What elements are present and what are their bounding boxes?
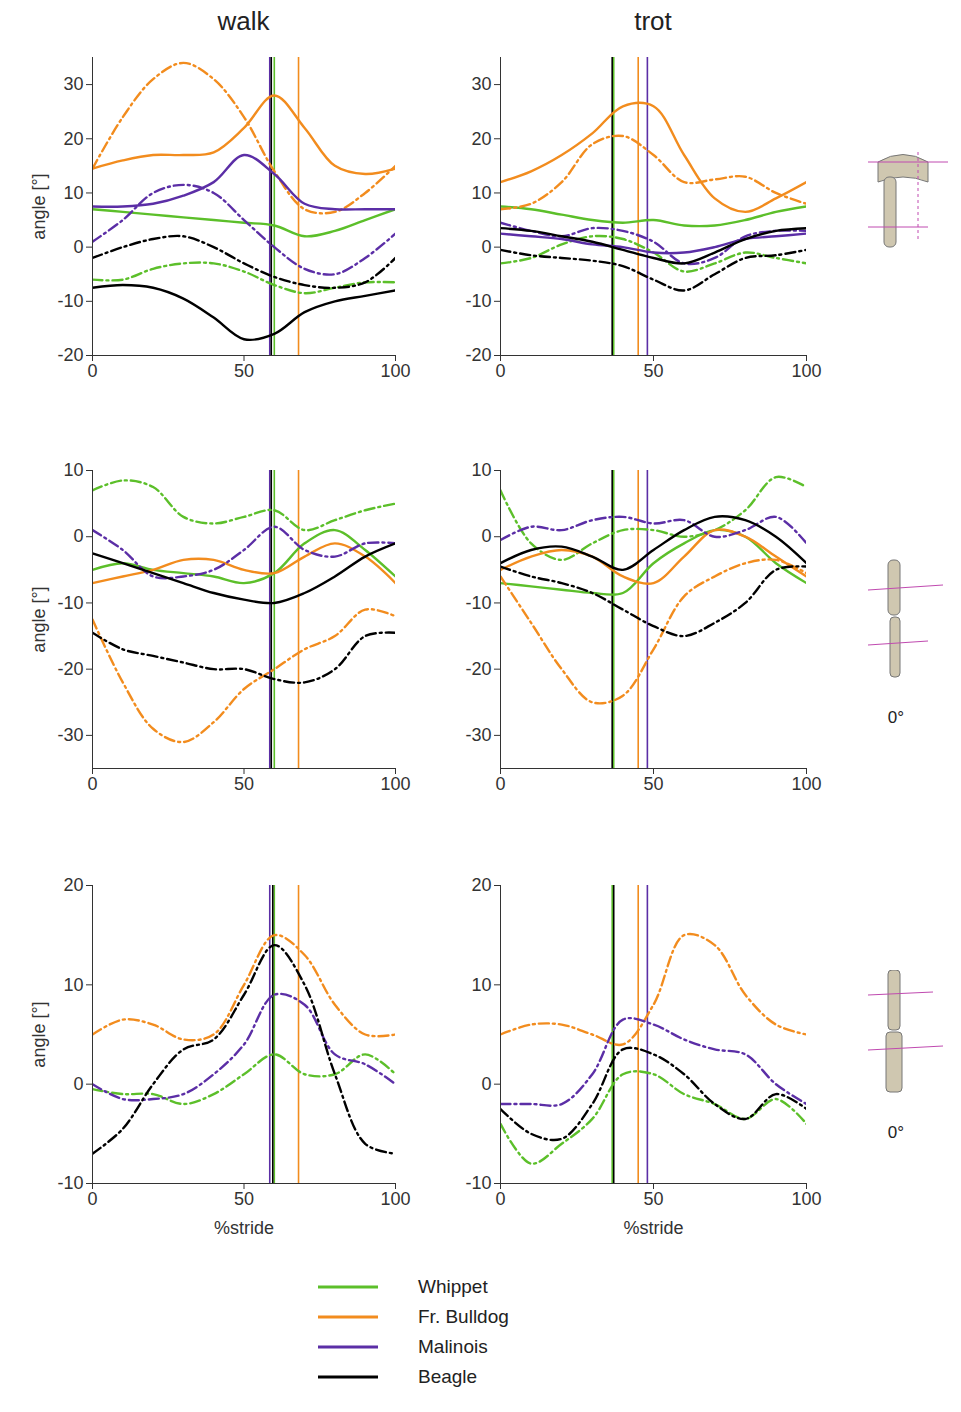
html-text:Fr. Bulldog: Fr. Bulldog	[418, 1306, 509, 1327]
svg-text:-10: -10	[57, 291, 83, 311]
svg-text:100: 100	[791, 774, 821, 794]
svg-text:-10: -10	[465, 291, 491, 311]
svg-text:0: 0	[73, 237, 83, 257]
svg-text:%stride: %stride	[214, 1218, 274, 1238]
svg-text:10: 10	[471, 183, 491, 203]
svg-text:-30: -30	[465, 725, 491, 745]
svg-text:100: 100	[791, 361, 821, 381]
svg-text:20: 20	[63, 875, 83, 895]
svg-text:-20: -20	[57, 659, 83, 679]
svg-text:100: 100	[380, 1189, 410, 1209]
html-text:trot: trot	[634, 6, 672, 36]
svg-text:-10: -10	[57, 593, 83, 613]
svg-text:angle [°]: angle [°]	[29, 1001, 49, 1067]
svg-text:-20: -20	[465, 345, 491, 365]
svg-text:100: 100	[380, 361, 410, 381]
svg-text:0: 0	[87, 774, 97, 794]
html-text:0°: 0°	[887, 1123, 905, 1142]
svg-text:20: 20	[471, 875, 491, 895]
svg-text:0: 0	[481, 237, 491, 257]
svg-text:0: 0	[495, 1189, 505, 1209]
svg-text:50: 50	[643, 1189, 663, 1209]
svg-text:20: 20	[471, 129, 491, 149]
svg-text:-30: -30	[57, 725, 83, 745]
svg-text:%stride: %stride	[623, 1218, 683, 1238]
svg-text:10: 10	[63, 460, 83, 480]
svg-text:30: 30	[63, 74, 83, 94]
svg-text:10: 10	[63, 183, 83, 203]
svg-text:angle [°]: angle [°]	[29, 173, 49, 239]
svg-text:0: 0	[87, 1189, 97, 1209]
svg-text:50: 50	[234, 774, 254, 794]
svg-text:0: 0	[481, 1074, 491, 1094]
html-text:walk: walk	[217, 6, 270, 36]
svg-text:10: 10	[471, 460, 491, 480]
html-text:0°: 0°	[887, 708, 905, 727]
svg-text:0: 0	[87, 361, 97, 381]
svg-text:0: 0	[495, 361, 505, 381]
svg-text:0: 0	[495, 774, 505, 794]
svg-text:50: 50	[643, 361, 663, 381]
svg-text:angle [°]: angle [°]	[29, 586, 49, 652]
svg-text:-10: -10	[57, 1173, 83, 1193]
svg-text:50: 50	[234, 1189, 254, 1209]
svg-text:30: 30	[471, 74, 491, 94]
svg-text:-10: -10	[465, 1173, 491, 1193]
html-text:Whippet: Whippet	[418, 1276, 488, 1297]
svg-text:-20: -20	[57, 345, 83, 365]
svg-text:10: 10	[63, 975, 83, 995]
html-text:Malinois: Malinois	[418, 1336, 488, 1357]
svg-text:100: 100	[791, 1189, 821, 1209]
svg-text:20: 20	[63, 129, 83, 149]
svg-text:50: 50	[643, 774, 663, 794]
html-text:Beagle: Beagle	[418, 1366, 478, 1387]
svg-text:-10: -10	[465, 593, 491, 613]
svg-text:0: 0	[73, 526, 83, 546]
svg-text:100: 100	[380, 774, 410, 794]
svg-text:0: 0	[73, 1074, 83, 1094]
svg-text:10: 10	[471, 975, 491, 995]
svg-text:50: 50	[234, 361, 254, 381]
svg-text:-20: -20	[465, 659, 491, 679]
svg-text:0: 0	[481, 526, 491, 546]
